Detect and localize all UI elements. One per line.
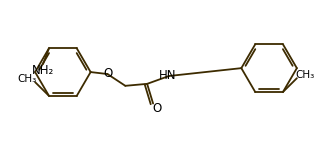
Text: O: O — [104, 67, 113, 79]
Text: HN: HN — [159, 69, 177, 81]
Text: NH₂: NH₂ — [32, 64, 54, 77]
Text: O: O — [152, 102, 162, 115]
Text: CH₃: CH₃ — [18, 74, 37, 84]
Text: CH₃: CH₃ — [295, 70, 315, 80]
